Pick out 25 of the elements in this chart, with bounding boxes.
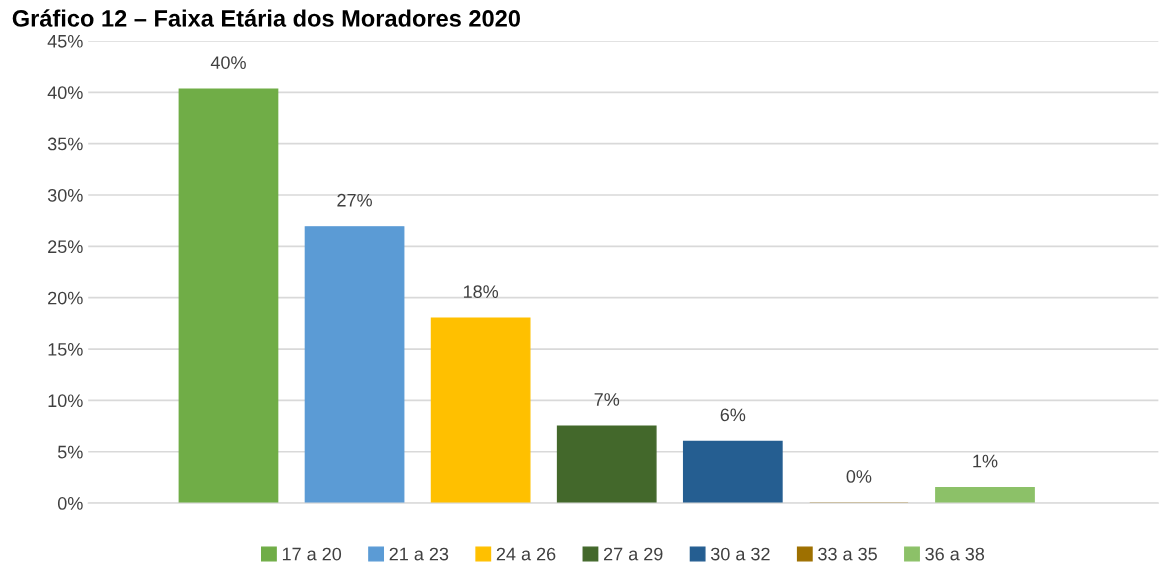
legend-label: 30 a 32 xyxy=(710,547,770,561)
y-tick-label: 30% xyxy=(47,188,83,202)
data-label: 18% xyxy=(463,285,499,298)
y-tick-label: 45% xyxy=(47,34,83,48)
legend-label: 17 a 20 xyxy=(282,547,342,561)
y-tick-label: 5% xyxy=(57,445,83,459)
legend-label: 21 a 23 xyxy=(389,547,449,561)
chart-title: Gráfico 12 – Faixa Etária dos Moradores 2020 xyxy=(12,9,520,27)
legend-label: 33 a 35 xyxy=(818,547,877,561)
y-tick-label: 25% xyxy=(48,240,83,254)
y-tick-label: 35% xyxy=(47,137,83,151)
y-tick-label: 0% xyxy=(57,497,83,510)
legend-label: 24 a 26 xyxy=(496,547,556,561)
y-tick-label: 10% xyxy=(48,394,83,408)
data-label: 7% xyxy=(594,393,620,406)
y-tick-label: 20% xyxy=(48,291,83,305)
y-tick-label: 15% xyxy=(48,343,83,356)
data-label: 6% xyxy=(720,408,746,422)
legend-label: 27 a 29 xyxy=(604,547,663,561)
y-tick-label: 40% xyxy=(47,86,83,100)
legend-label: 36 a 38 xyxy=(925,547,985,561)
data-label: 1% xyxy=(973,454,998,468)
data-label: 27% xyxy=(337,193,372,207)
data-label: 40% xyxy=(210,56,246,69)
data-label: 0% xyxy=(846,470,872,483)
